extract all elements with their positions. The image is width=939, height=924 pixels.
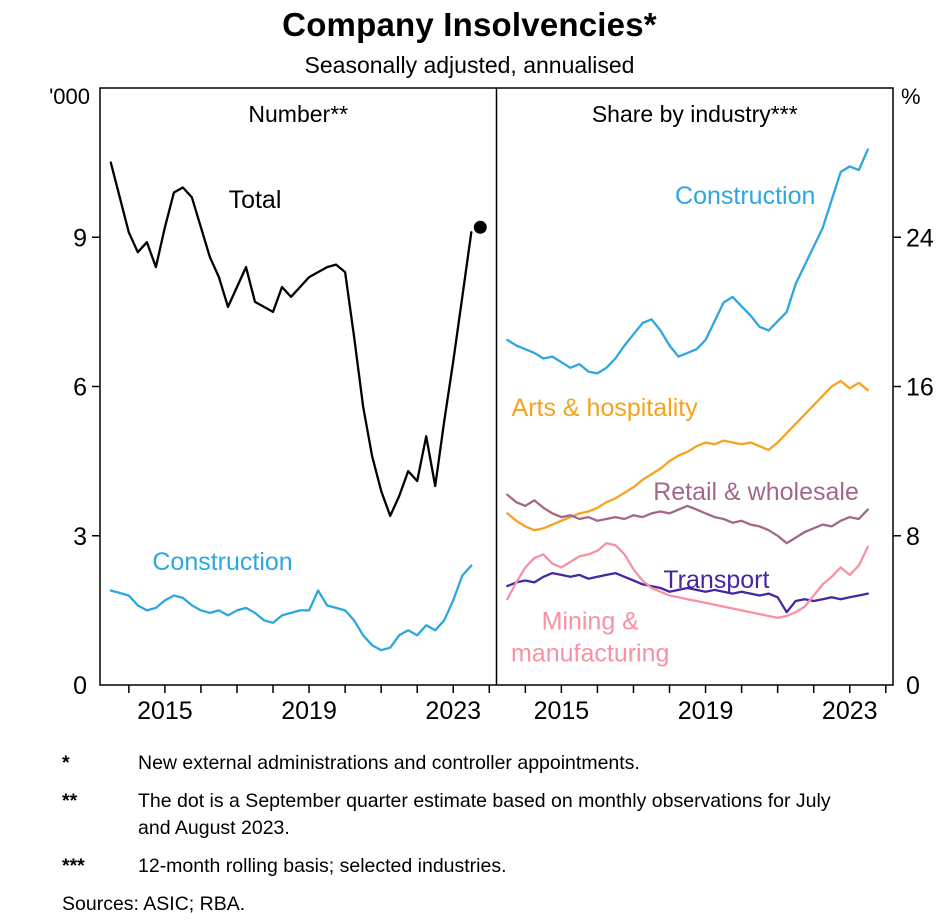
footnote-2: ** The dot is a September quarter estima…	[62, 788, 922, 842]
series-line-construction-panel1	[109, 564, 473, 652]
series-line-transport-panel2	[506, 571, 869, 614]
y-tick-label-left: 3	[73, 523, 87, 551]
footnote-1-text: New external administrations and control…	[138, 752, 640, 774]
x-tick-label-2023-panel2: 2023	[822, 697, 878, 725]
y-tick-label-right: 24	[906, 224, 934, 252]
footnotes: * New external administrations and contr…	[62, 750, 922, 918]
sources-line: Sources: ASIC; RBA.	[62, 892, 246, 915]
footnote-1: * New external administrations and contr…	[62, 750, 922, 777]
series-line-mining-manufacturing-panel2	[506, 542, 869, 619]
unit-label-right: %	[901, 84, 921, 109]
footnote-2-marker: **	[62, 789, 78, 812]
x-tick-label-2015-panel2: 2015	[534, 697, 590, 725]
footnote-2-text: The dot is a September quarter estimate …	[138, 789, 831, 839]
footnote-1-marker: *	[62, 752, 70, 774]
x-tick-label-2019-panel2: 2019	[678, 697, 734, 725]
y-tick-label-left: 0	[73, 672, 87, 700]
series-label-arts-hospitality-panel2: Arts & hospitality	[512, 394, 699, 422]
footnote-3: *** 12-month rolling basis; selected ind…	[62, 853, 922, 880]
unit-label-left: '000	[49, 84, 90, 109]
series-label-construction-panel2: Construction	[675, 182, 815, 210]
x-tick-label-2019-panel1: 2019	[281, 697, 337, 725]
y-tick-label-right: 0	[906, 672, 920, 700]
series-label-total-panel1: Total	[229, 186, 282, 214]
footnote-3-text: 12-month rolling basis; selected industr…	[138, 854, 507, 877]
series-line-retail-wholesale-panel2	[506, 493, 869, 545]
panel-title-1: Number**	[248, 101, 348, 127]
page-title: Company Insolvencies*	[282, 6, 657, 43]
series-line-total-panel1	[109, 161, 473, 518]
series-label-mining-panel2: Mining & manufacturing	[511, 608, 669, 668]
y-tick-label-left: 6	[73, 374, 87, 402]
series-label-construction-panel1: Construction	[152, 548, 292, 576]
x-tick-label-2023-panel1: 2023	[425, 697, 481, 725]
september-estimate-dot	[473, 220, 487, 234]
page-subtitle: Seasonally adjusted, annualised	[304, 52, 635, 78]
series-label-retail-wholesale-panel2: Retail & wholesale	[653, 478, 859, 506]
x-tick-label-2015-panel1: 2015	[137, 697, 193, 725]
series-line-arts-hospitality-panel2	[506, 379, 869, 532]
y-tick-label-left: 9	[73, 224, 87, 252]
y-tick-label-right: 16	[906, 374, 934, 402]
panel-title-2: Share by industry***	[592, 101, 798, 127]
footnote-3-marker: ***	[62, 854, 85, 877]
y-tick-label-right: 8	[906, 523, 920, 551]
series-line-construction-panel2	[506, 148, 869, 375]
insolvencies-chart: Total Construction 0 3 6 9 2015 2019 2023 Number*…	[49, 84, 934, 725]
series-label-transport-panel2: Transport	[663, 566, 769, 594]
